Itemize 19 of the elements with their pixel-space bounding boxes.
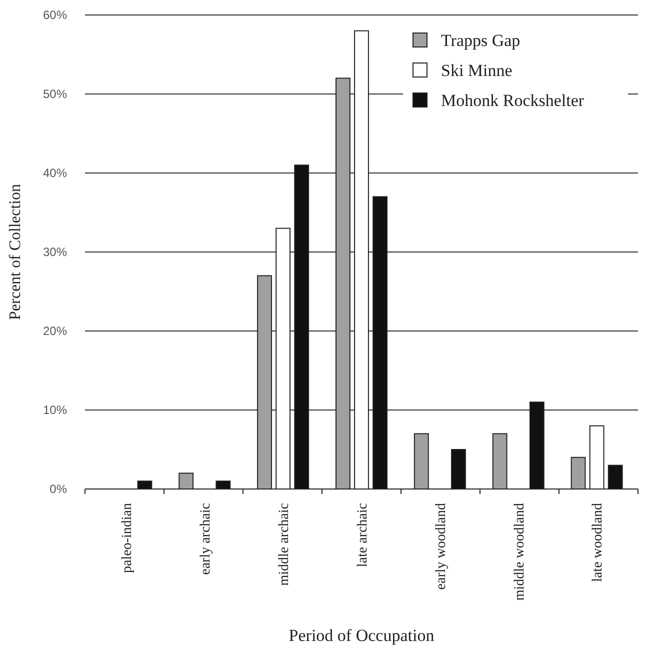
y-tick-label: 30%	[42, 245, 68, 260]
x-tick-label: late woodland	[590, 503, 606, 582]
x-axis-title: Period of Occupation	[288, 626, 435, 645]
legend-label: Trapps Gap	[441, 30, 520, 50]
y-tick-label: 60%	[42, 8, 68, 22]
x-tick-label: early woodland	[434, 503, 449, 590]
x-tick-label: late archaic	[355, 503, 370, 568]
y-axis-title: Percent of Collection	[7, 184, 24, 320]
legend-label: Mohonk Rockshelter	[441, 90, 584, 110]
x-tick-label: middle woodland	[512, 503, 528, 601]
y-tick-label: 20%	[42, 324, 68, 338]
y-tick-label: 0%	[50, 482, 68, 496]
x-tick-label: early archaic	[198, 503, 214, 575]
x-tick-label: middle archaic	[276, 503, 292, 586]
x-tick-label: paleo-indian	[120, 503, 136, 573]
y-tick-label: 50%	[42, 87, 68, 102]
y-tick-label: 10%	[42, 403, 68, 418]
y-tick-label: 40%	[42, 166, 68, 180]
legend-label: Ski Minne	[441, 60, 512, 80]
